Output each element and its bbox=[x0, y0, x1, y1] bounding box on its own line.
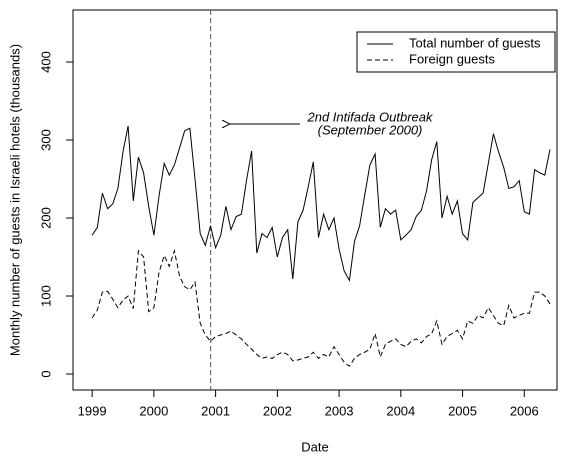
series-line bbox=[91, 248, 551, 367]
plot-frame bbox=[72, 9, 558, 391]
series-line bbox=[91, 125, 551, 282]
y-tick-label: 100 bbox=[38, 285, 53, 307]
x-tick-label: 2004 bbox=[386, 403, 415, 418]
legend-label: Total number of guests bbox=[409, 35, 541, 50]
annotation: (September 2000) bbox=[318, 122, 423, 137]
legend-label: Foreign guests bbox=[409, 51, 495, 66]
legend-box bbox=[356, 31, 556, 73]
y-axis-label: Monthly number of guests in Israeli hote… bbox=[7, 44, 22, 356]
x-tick-label: 2000 bbox=[139, 403, 168, 418]
y-tick-label: 0 bbox=[38, 370, 53, 377]
y-tick-label: 300 bbox=[38, 129, 53, 151]
x-tick-label: 2003 bbox=[325, 403, 354, 418]
x-axis-label: Date bbox=[301, 439, 328, 454]
x-tick-label: 2005 bbox=[448, 403, 477, 418]
x-tick-label: 1999 bbox=[78, 403, 107, 418]
x-tick-label: 2002 bbox=[263, 403, 292, 418]
x-tick-label: 2006 bbox=[510, 403, 539, 418]
y-tick-label: 400 bbox=[38, 51, 53, 73]
annotation: 2nd Intifada Outbreak bbox=[306, 109, 434, 124]
y-tick-label: 200 bbox=[38, 207, 53, 229]
x-tick-label: 2001 bbox=[201, 403, 230, 418]
